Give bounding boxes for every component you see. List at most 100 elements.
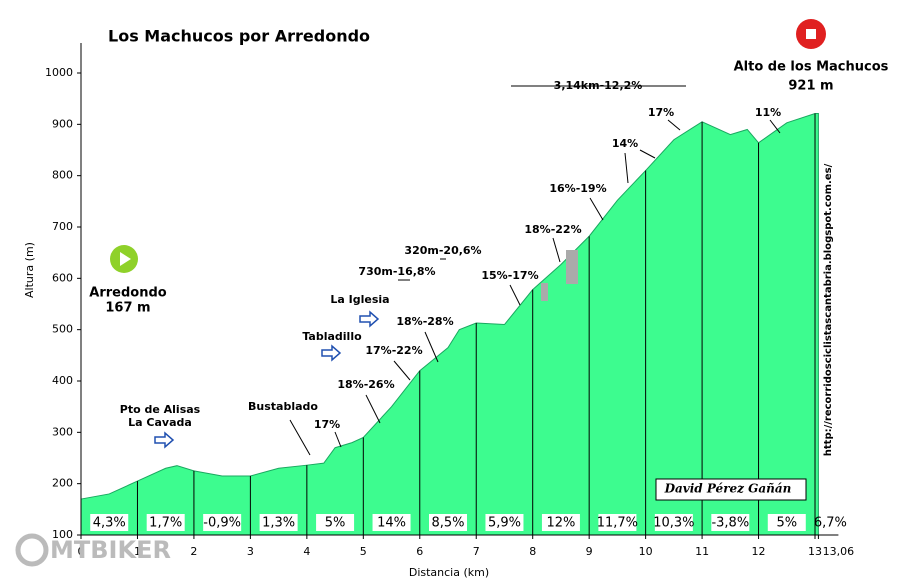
segment-label: 8,5% bbox=[431, 516, 464, 531]
y-tick-label: 600 bbox=[52, 271, 73, 284]
x-tick-label: 13 bbox=[808, 545, 822, 558]
segment-label-bg bbox=[654, 514, 693, 531]
y-tick-label: 200 bbox=[52, 477, 73, 490]
leader-line bbox=[509, 284, 521, 306]
leader-line bbox=[552, 237, 561, 263]
annotation: 11% bbox=[755, 106, 781, 119]
segment-label: -3,8% bbox=[711, 516, 749, 531]
segment-label: 11,7% bbox=[597, 516, 638, 531]
segment-label-bg bbox=[598, 514, 637, 531]
x-tick-label: 4 bbox=[303, 545, 310, 558]
annotation: 730m-16,8% bbox=[358, 265, 435, 278]
segment-label-bg bbox=[259, 514, 298, 531]
arrow bbox=[359, 310, 380, 328]
annotation: Bustablado bbox=[248, 400, 318, 413]
annotation: Tabladillo bbox=[302, 330, 362, 343]
steep-marker bbox=[566, 250, 578, 284]
leader-line bbox=[289, 419, 311, 456]
x-tick-label: 13,06 bbox=[823, 545, 855, 558]
x-tick-label: 9 bbox=[586, 545, 593, 558]
segment-label-bg bbox=[146, 514, 185, 531]
segment-label-bg bbox=[711, 514, 750, 531]
logo-gear bbox=[15, 533, 49, 567]
y-tick-label: 300 bbox=[52, 425, 73, 438]
leader-line bbox=[334, 431, 342, 448]
leader-line bbox=[365, 394, 381, 424]
segment-label: 6,7% bbox=[814, 516, 847, 531]
segment-label: 10,3% bbox=[653, 516, 694, 531]
annotation: David Pérez Gañán bbox=[664, 482, 792, 496]
annotation: 18%-28% bbox=[396, 315, 453, 328]
segment-label: 1,7% bbox=[149, 516, 182, 531]
start-icon-arrow bbox=[120, 252, 131, 266]
x-tick-label: 10 bbox=[639, 545, 653, 558]
x-tick-label: 7 bbox=[473, 545, 480, 558]
x-tick-label: 11 bbox=[695, 545, 709, 558]
annotation: La Cavada bbox=[128, 416, 192, 429]
elevation-area bbox=[80, 113, 819, 536]
segment-label-bg bbox=[316, 514, 355, 531]
end-icon-square bbox=[806, 29, 816, 39]
annotation: 921 m bbox=[788, 79, 833, 94]
annotation: Alto de los Machucos bbox=[734, 60, 889, 75]
leader-line bbox=[769, 119, 781, 134]
segment-label: 1,3% bbox=[262, 516, 295, 531]
segment-label: 14% bbox=[377, 516, 406, 531]
segment-label: 5% bbox=[325, 516, 346, 531]
y-tick-label: 400 bbox=[52, 374, 73, 387]
y-tick-label: 700 bbox=[52, 220, 73, 233]
leader-line bbox=[639, 149, 656, 159]
annotation: 18%-26% bbox=[337, 378, 394, 391]
author-box bbox=[655, 478, 807, 501]
annotation: Arredondo bbox=[89, 286, 166, 301]
annotation: http://recorridosciclistascantabria.blog… bbox=[823, 163, 834, 456]
segment-label-bg bbox=[429, 514, 468, 531]
annotation: MTBIKER bbox=[50, 536, 171, 564]
annotation: 16%-19% bbox=[549, 182, 606, 195]
segment-label-bg bbox=[485, 514, 524, 531]
leader-line bbox=[393, 360, 411, 381]
leader-line bbox=[589, 197, 604, 221]
y-tick-label: 1000 bbox=[45, 66, 73, 79]
segment-label: 12% bbox=[546, 516, 575, 531]
segment-label: 5% bbox=[776, 516, 797, 531]
annotation: 320m-20,6% bbox=[404, 244, 481, 257]
annotation: 14% bbox=[612, 137, 638, 150]
y-tick-label: 100 bbox=[52, 528, 73, 541]
annotation: 17% bbox=[648, 106, 674, 119]
y-tick-label: 500 bbox=[52, 323, 73, 336]
x-tick-label: 1 bbox=[134, 545, 141, 558]
x-tick-label: 0 bbox=[78, 545, 85, 558]
segment-label: 5,9% bbox=[488, 516, 521, 531]
annotation: 18%-22% bbox=[524, 223, 581, 236]
annotation: 17% bbox=[314, 418, 340, 431]
x-tick-label: 8 bbox=[529, 545, 536, 558]
y-axis-label: Altura (m) bbox=[23, 242, 36, 298]
x-tick-label: 12 bbox=[752, 545, 766, 558]
segment-label-bg bbox=[541, 514, 580, 531]
segment-label: 4,3% bbox=[93, 516, 126, 531]
annotation: 167 m bbox=[105, 301, 150, 316]
segment-label-bg bbox=[203, 514, 242, 531]
y-tick-label: 800 bbox=[52, 169, 73, 182]
steep-marker bbox=[541, 283, 548, 301]
segment-label: -0,9% bbox=[203, 516, 241, 531]
arrow bbox=[321, 344, 342, 362]
x-tick-label: 3 bbox=[247, 545, 254, 558]
chart-title: Los Machucos por Arredondo bbox=[108, 27, 370, 46]
leader-line bbox=[424, 331, 439, 363]
annotation: Pto de Alisas bbox=[120, 403, 201, 416]
annotation: La Iglesia bbox=[330, 293, 389, 306]
x-axis-label: Distancia (km) bbox=[409, 566, 489, 579]
segment-label-bg bbox=[767, 514, 806, 531]
x-tick-label: 5 bbox=[360, 545, 367, 558]
x-tick-label: 6 bbox=[416, 545, 423, 558]
leader-line bbox=[624, 152, 629, 184]
x-tick-label: 2 bbox=[190, 545, 197, 558]
arrow bbox=[154, 431, 175, 449]
annotation: 17%-22% bbox=[365, 344, 422, 357]
leader-line bbox=[667, 119, 681, 131]
annotation: 15%-17% bbox=[481, 269, 538, 282]
segment-label-bg bbox=[90, 514, 129, 531]
